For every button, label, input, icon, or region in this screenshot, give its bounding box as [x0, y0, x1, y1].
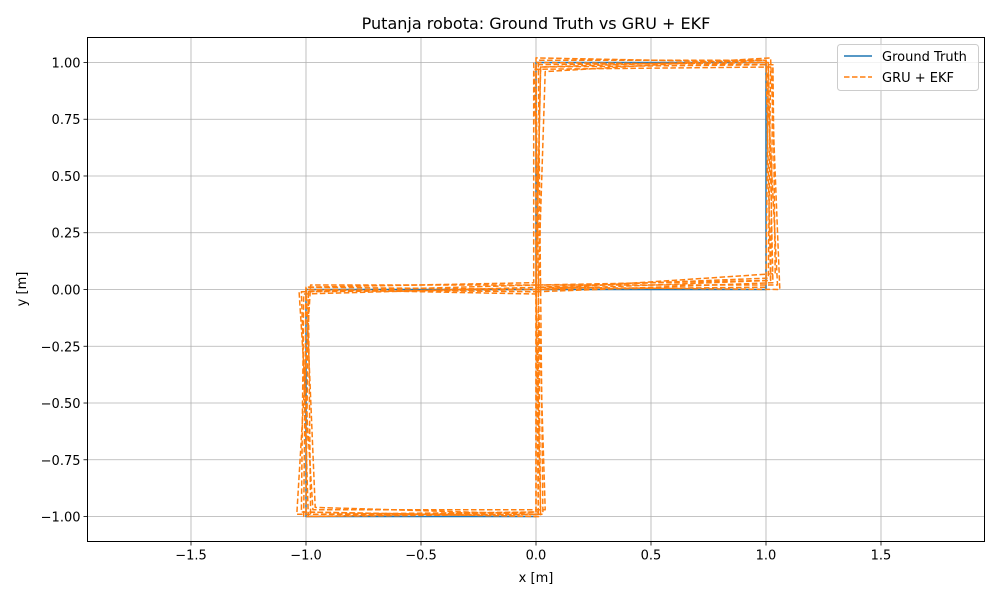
legend-label-gru-ekf: GRU + EKF: [882, 71, 954, 86]
series-line-gru-ekf: [305, 59, 779, 518]
y-axis-label: y [m]: [15, 272, 30, 307]
legend-label-ground-truth: Ground Truth: [882, 50, 967, 65]
tick-layer: −1.5 −1.0 −0.5 0.0 0.5 1.0 1.5 −1.00 −0.75 −0.50 −…: [41, 56, 892, 563]
y-tick-label: −1.00: [41, 511, 81, 526]
y-tick-label: 1.00: [52, 56, 81, 71]
chart-title: Putanja robota: Ground Truth vs GRU + EK…: [362, 14, 711, 33]
x-axis-label: x [m]: [519, 571, 554, 586]
x-tick-label: 1.0: [756, 549, 777, 564]
legend-box: [837, 44, 979, 91]
y-tick-label: 0.50: [52, 170, 81, 185]
y-tick-label: −0.50: [41, 397, 81, 412]
x-tick-label: 1.5: [871, 549, 892, 564]
x-tick-label: 0.0: [526, 549, 547, 564]
y-tick-label: 0.00: [52, 284, 81, 299]
series-line-gru-ekf: [298, 63, 774, 511]
series-layer: [296, 57, 781, 518]
y-tick-label: −0.25: [41, 340, 81, 355]
series-line-gru-ekf: [296, 57, 781, 516]
x-tick-label: 0.5: [641, 549, 662, 564]
x-tick-label: −0.5: [405, 549, 437, 564]
y-tick-label: 0.25: [52, 227, 81, 242]
legend: Ground Truth GRU + EKF: [837, 44, 979, 91]
x-tick-label: −1.0: [290, 549, 322, 564]
y-tick-label: −0.75: [41, 454, 81, 469]
x-tick-label: −1.5: [175, 549, 207, 564]
y-tick-label: 0.75: [52, 113, 81, 128]
series-line-gru-ekf: [305, 66, 772, 516]
